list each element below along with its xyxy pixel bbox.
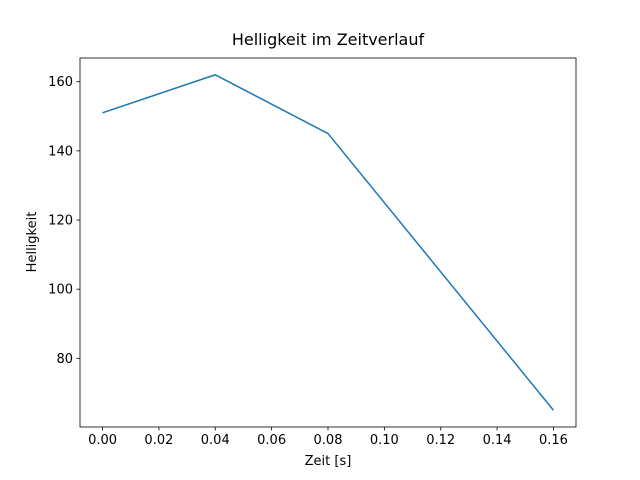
y-tick-label: 160 (48, 75, 73, 90)
x-tick-label: 0.00 (88, 433, 117, 448)
y-tick-label: 80 (56, 352, 73, 367)
x-tick-label: 0.02 (144, 433, 173, 448)
x-tick-label: 0.04 (201, 433, 230, 448)
chart-title: Helligkeit im Zeitverlauf (231, 30, 425, 49)
y-tick-label: 140 (48, 144, 73, 159)
x-axis-label: Zeit [s] (304, 454, 352, 469)
x-tick-label: 0.08 (314, 433, 343, 448)
y-tick-label: 100 (48, 283, 73, 298)
y-tick-label: 120 (48, 214, 73, 229)
axes-spines (79, 57, 577, 428)
x-tick-label: 0.14 (483, 433, 512, 448)
x-tick-label: 0.16 (539, 433, 568, 448)
x-tick-label: 0.10 (370, 433, 399, 448)
x-tick-label: 0.06 (257, 433, 286, 448)
x-tick-label: 0.12 (426, 433, 455, 448)
data-line (102, 74, 555, 411)
